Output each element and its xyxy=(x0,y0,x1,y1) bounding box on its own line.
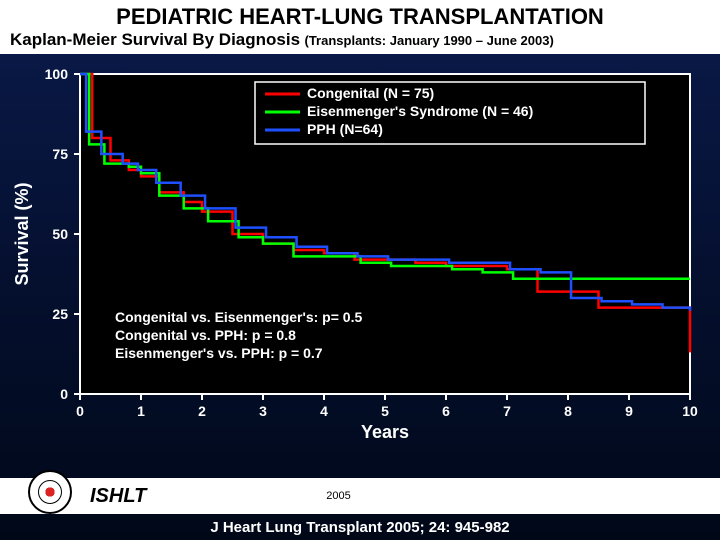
svg-text:Eisenmenger's vs. PPH: p = 0.7: Eisenmenger's vs. PPH: p = 0.7 xyxy=(115,345,323,361)
ishlt-logo xyxy=(28,470,72,514)
svg-text:Eisenmenger's Syndrome (N = 4: Eisenmenger's Syndrome (N = 46) xyxy=(307,103,533,119)
svg-text:9: 9 xyxy=(625,403,633,419)
svg-text:8: 8 xyxy=(564,403,572,419)
citation-text: J Heart Lung Transplant 2005; 24: 945-98… xyxy=(0,519,720,536)
svg-text:Congenital vs. PPH: p = 0.8: Congenital vs. PPH: p = 0.8 xyxy=(115,327,296,343)
svg-text:10: 10 xyxy=(682,403,698,419)
svg-text:0: 0 xyxy=(76,403,84,419)
svg-text:50: 50 xyxy=(52,226,68,242)
subtitle-row: Kaplan-Meier Survival By Diagnosis (Tran… xyxy=(10,30,710,50)
svg-text:2: 2 xyxy=(198,403,206,419)
chart-svg: 0 25 50 75 100 0 1 2 3 4 5 6 7 8 9 10 Years Survival (%) C… xyxy=(10,64,710,444)
title-block: PEDIATRIC HEART-LUNG TRANSPLANTATION Kap… xyxy=(0,0,720,54)
main-title: PEDIATRIC HEART-LUNG TRANSPLANTATION xyxy=(10,4,710,30)
footer-bar: ISHLT 2005 xyxy=(0,478,720,514)
svg-text:1: 1 xyxy=(137,403,145,419)
svg-text:PPH (N=64): PPH (N=64) xyxy=(307,121,383,137)
svg-text:3: 3 xyxy=(259,403,267,419)
svg-text:25: 25 xyxy=(52,306,68,322)
svg-text:Years: Years xyxy=(361,422,409,442)
svg-text:6: 6 xyxy=(442,403,450,419)
subtitle-paren: (Transplants: January 1990 – June 2003) xyxy=(305,33,554,48)
svg-text:100: 100 xyxy=(45,66,69,82)
svg-text:Survival (%): Survival (%) xyxy=(12,182,32,285)
subtitle-main: Kaplan-Meier Survival By Diagnosis xyxy=(10,30,300,49)
year-label: 2005 xyxy=(326,490,350,502)
svg-text:75: 75 xyxy=(52,146,68,162)
svg-text:0: 0 xyxy=(60,386,68,402)
logo-outer-ring xyxy=(28,470,72,514)
logo-inner-icon xyxy=(38,480,62,504)
svg-text:7: 7 xyxy=(503,403,511,419)
survival-chart: 0 25 50 75 100 0 1 2 3 4 5 6 7 8 9 10 Years Survival (%) C… xyxy=(10,64,710,444)
org-label: ISHLT xyxy=(90,485,146,508)
svg-text:4: 4 xyxy=(320,403,328,419)
svg-text:Congenital (N = 75): Congenital (N = 75) xyxy=(307,85,434,101)
svg-text:5: 5 xyxy=(381,403,389,419)
svg-text:Congenital vs. Eisenmenger's:: Congenital vs. Eisenmenger's: p= 0.5 xyxy=(115,309,362,325)
